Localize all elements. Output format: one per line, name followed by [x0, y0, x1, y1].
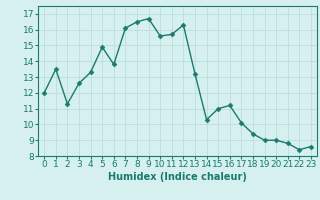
X-axis label: Humidex (Indice chaleur): Humidex (Indice chaleur): [108, 172, 247, 182]
